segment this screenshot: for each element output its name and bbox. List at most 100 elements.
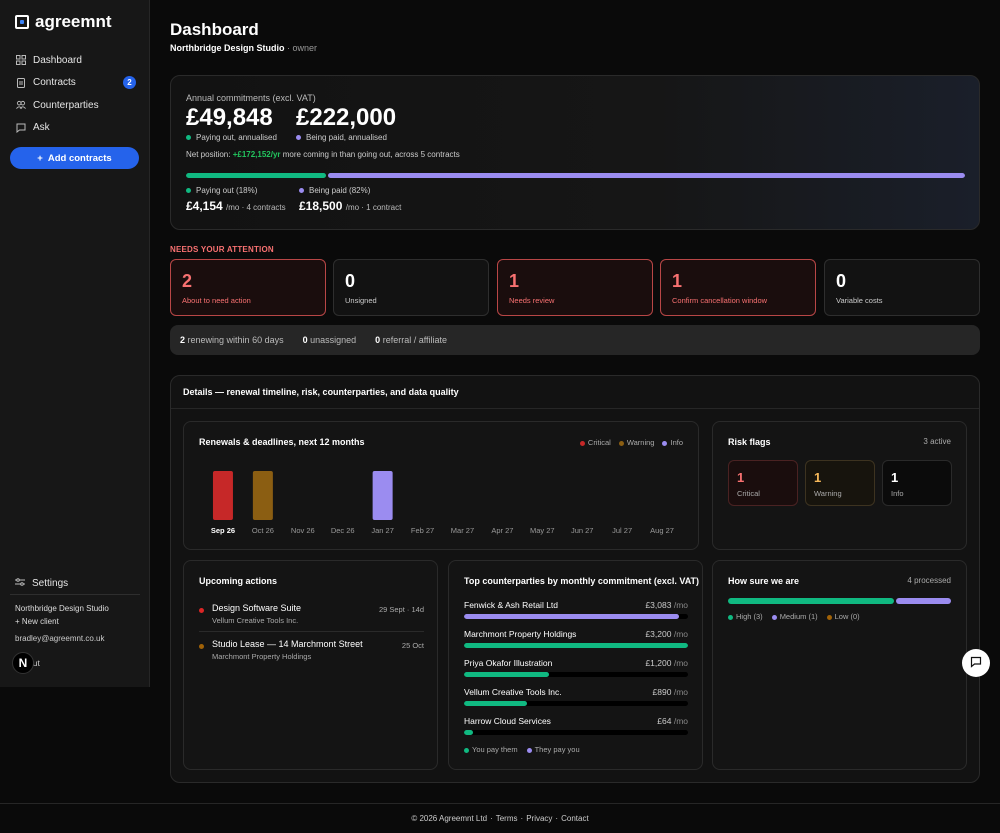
renewals-chart-panel: Renewals & deadlines, next 12 months Cri… — [183, 421, 699, 550]
new-client-link[interactable]: + New client — [15, 617, 59, 626]
status-dot — [199, 644, 204, 649]
x-tick-label: Jul 27 — [612, 526, 632, 535]
monthly-out: £4,154 /mo · 4 contracts — [186, 199, 286, 213]
org-switcher[interactable]: Northbridge Design Studio — [15, 604, 109, 613]
card-needs-review[interactable]: 1 Needs review — [497, 259, 653, 316]
sidebar-divider — [10, 594, 140, 595]
chart-title: Renewals & deadlines, next 12 months — [199, 437, 365, 447]
privacy-link[interactable]: Privacy — [526, 814, 553, 823]
chart-bar-warning[interactable] — [252, 471, 273, 520]
sidebar-item-dashboard[interactable]: Dashboard — [10, 49, 140, 72]
confidence-segment — [728, 598, 894, 604]
legend-low: Low (0) — [826, 612, 860, 621]
contracts-count-badge: 2 — [123, 76, 136, 90]
confidence-legend: High (3) Medium (1) Low (0) — [728, 612, 860, 621]
monthly-in: £18,500 /mo · 1 contract — [299, 199, 402, 213]
split-bar-being-paid — [328, 173, 965, 178]
risk-meta: 3 active — [923, 437, 951, 446]
legend-critical: Critical — [579, 438, 611, 447]
document-icon — [16, 77, 26, 88]
x-tick-label: May 27 — [530, 526, 555, 535]
sidebar-item-settings[interactable]: Settings — [15, 577, 68, 590]
risk-warning[interactable]: 1 Warning — [805, 460, 875, 506]
card-confirm-cancellation[interactable]: 1 Confirm cancellation window — [660, 259, 816, 316]
add-contracts-button[interactable]: + Add contracts — [10, 147, 139, 169]
chat-launcher-button[interactable] — [962, 649, 990, 677]
being-paid-label: Being paid, annualised — [296, 133, 387, 142]
grid-icon — [16, 55, 26, 66]
sidebar-item-contracts[interactable]: Contracts 2 — [10, 72, 140, 95]
confidence-panel: How sure we are 4 processed High (3) Med… — [712, 560, 967, 770]
role-label: · owner — [287, 43, 318, 53]
avatar[interactable]: N — [12, 652, 34, 674]
upcoming-actions-panel: Upcoming actions Design Software Suite V… — [183, 560, 438, 770]
chart-bar-info[interactable] — [372, 471, 393, 520]
x-tick-label: Apr 27 — [491, 526, 513, 535]
main-content: Dashboard Northbridge Design Studio · ow… — [150, 0, 1000, 803]
confidence-title: How sure we are — [728, 576, 800, 586]
contact-link[interactable]: Contact — [561, 814, 589, 823]
unassigned-stat[interactable]: 0 unassigned — [302, 335, 357, 345]
counterparties-title: Top counterparties by monthly commitment… — [464, 576, 700, 586]
sidebar-nav: Dashboard Contracts 2 Counterparties Ask — [10, 49, 140, 139]
chat-icon — [16, 123, 26, 133]
risk-flags-panel: Risk flags 3 active 1 Critical 1 Warning 1… — [712, 421, 967, 550]
sidebar: agreemnt Dashboard Contracts 2 Counterpa… — [0, 0, 150, 687]
referral-stat[interactable]: 0 referral / affiliate — [375, 335, 448, 345]
confidence-bar — [728, 598, 951, 604]
action-item[interactable]: Design Software Suite Vellum Creative To… — [199, 603, 424, 637]
plus-icon: + — [37, 152, 43, 164]
sidebar-item-label: Counterparties — [33, 99, 99, 111]
card-unsigned[interactable]: 0 Unsigned — [333, 259, 489, 316]
split-bar-paying-out — [186, 173, 327, 178]
card-about-to-need-action[interactable]: 2 About to need action — [170, 259, 326, 316]
confidence-segment — [895, 598, 951, 604]
terms-link[interactable]: Terms — [495, 814, 518, 823]
summary-pill: 2 renewing within 60 days 0 unassigned 0… — [170, 325, 980, 355]
annual-commitments-card: Annual commitments (excl. VAT) £49,848 £… — [170, 75, 980, 230]
risk-title: Risk flags — [728, 437, 771, 447]
top-counterparties-panel: Top counterparties by monthly commitment… — [448, 560, 703, 770]
legend-info: Info — [662, 438, 683, 447]
counterparty-bar — [464, 614, 680, 619]
card-variable-costs[interactable]: 0 Variable costs — [824, 259, 980, 316]
sidebar-item-counterparties[interactable]: Counterparties — [10, 94, 140, 117]
action-item[interactable]: Studio Lease — 14 Marchmont Street March… — [199, 639, 424, 673]
legend-paying-out: Paying out (18%) — [186, 186, 257, 195]
action-divider — [199, 631, 424, 632]
org-line: Northbridge Design Studio · owner — [170, 43, 317, 53]
commitment-split-bar — [186, 173, 965, 178]
users-icon — [16, 100, 26, 110]
x-tick-label: Aug 27 — [650, 526, 674, 535]
being-paid-amount: £222,000 — [296, 104, 397, 131]
details-title[interactable]: Details — renewal timeline, risk, counte… — [183, 387, 459, 397]
x-tick-label: Nov 26 — [291, 526, 315, 535]
risk-info[interactable]: 1 Info — [882, 460, 952, 506]
chart-bar-critical[interactable] — [212, 471, 233, 520]
x-tick-label: Jan 27 — [371, 526, 394, 535]
legend-you-pay: You pay them — [464, 745, 518, 754]
x-tick-label: Mar 27 — [451, 526, 474, 535]
details-divider — [171, 408, 979, 409]
legend-high: High (3) — [728, 612, 763, 621]
sidebar-item-label: Dashboard — [33, 54, 82, 66]
paying-out-label: Paying out, annualised — [186, 133, 277, 142]
paying-out-amount: £49,848 — [186, 104, 273, 131]
hero-label: Annual commitments (excl. VAT) — [186, 93, 316, 103]
legend-warning: Warning — [618, 438, 654, 447]
x-tick-label: Sep 26 — [211, 526, 235, 535]
counterparty-bar — [464, 701, 527, 706]
sidebar-item-ask[interactable]: Ask — [10, 117, 140, 140]
confidence-meta: 4 processed — [907, 576, 951, 585]
renewing-stat[interactable]: 2 renewing within 60 days — [180, 335, 284, 345]
legend-they-pay: They pay you — [526, 745, 580, 754]
user-email: bradley@agreemnt.co.uk — [15, 634, 105, 643]
brand-logo[interactable]: agreemnt — [15, 12, 112, 32]
x-tick-label: Oct 26 — [252, 526, 274, 535]
org-name: Northbridge Design Studio — [170, 43, 285, 53]
page-title: Dashboard — [170, 20, 259, 39]
risk-critical[interactable]: 1 Critical — [728, 460, 798, 506]
x-tick-label: Jun 27 — [571, 526, 594, 535]
footer: © 2026 Agreemnt Ltd · Terms · Privacy · Con… — [0, 803, 1000, 833]
x-tick-label: Feb 27 — [411, 526, 434, 535]
